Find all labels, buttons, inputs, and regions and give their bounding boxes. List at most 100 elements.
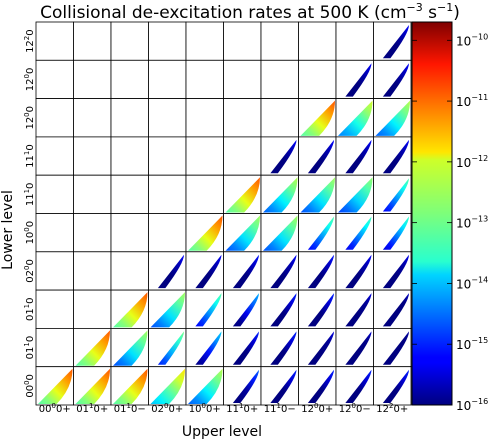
cell-6-5: [223, 136, 262, 176]
rate-region: [382, 25, 409, 59]
cell-0-1: [73, 366, 112, 406]
y-tick-label: 0110: [23, 336, 36, 360]
cell-2-7: [298, 289, 337, 329]
cell-2-9: [373, 289, 412, 329]
cell-2-8: [335, 289, 374, 329]
colorbar-tick: 10−15: [412, 336, 488, 352]
cell-5-5: [223, 174, 262, 214]
cell-4-3: [148, 213, 187, 253]
y-tick-label: 0200: [23, 259, 36, 283]
rate-region: [382, 63, 409, 97]
cell-4-9: [373, 213, 412, 253]
x-tick-label: 0000+: [39, 402, 71, 415]
rate-region: [307, 139, 334, 174]
cell-9-9: [373, 21, 412, 61]
chart-title: Collisional de-excitation rates at 500 K…: [40, 1, 460, 23]
y-tick-label: 1220: [23, 29, 36, 53]
cell-7-7: [298, 98, 337, 138]
cell-6-3: [148, 136, 187, 176]
rate-region: [300, 177, 335, 213]
rate-region: [195, 293, 222, 327]
rate-region: [307, 369, 334, 403]
cell-2-1: [73, 289, 112, 329]
colorbar-tick: 10−10: [412, 32, 488, 48]
rate-region: [345, 63, 372, 97]
cell-4-1: [73, 213, 112, 253]
cell-9-3: [148, 21, 187, 61]
rate-region: [345, 139, 372, 174]
cell-7-1: [73, 98, 112, 138]
cell-0-0: [35, 366, 74, 406]
cell-2-3: [148, 289, 187, 329]
rate-region: [307, 216, 334, 250]
y-tick-label: 0110: [23, 297, 36, 321]
cell-6-7: [298, 136, 337, 176]
colorbar-tick-label: 10−15: [456, 336, 488, 352]
rate-region: [300, 100, 335, 136]
rate-region: [157, 254, 184, 289]
rate-region: [270, 331, 297, 365]
y-tick-label: 1200: [23, 68, 36, 92]
colorbar-tick-label: 10−14: [456, 275, 488, 291]
rate-region: [157, 331, 184, 365]
rate-region: [338, 100, 373, 136]
rate-region: [195, 331, 222, 365]
cell-1-6: [260, 327, 299, 368]
colorbar-tick: 10−14: [412, 275, 488, 291]
cell-3-8: [335, 251, 374, 291]
y-tick-label: 1000: [23, 221, 36, 245]
rate-region: [382, 369, 409, 403]
colorbar-tick: 10−12: [412, 154, 488, 170]
cell-9-2: [110, 21, 149, 61]
rate-region: [338, 177, 373, 213]
rate-region: [232, 369, 259, 403]
rate-region: [307, 293, 334, 327]
cell-8-5: [223, 59, 262, 99]
cell-3-4: [185, 251, 224, 291]
x-tick-label: 1220+: [376, 402, 408, 415]
x-tick-label: 0110−: [114, 402, 146, 415]
cell-0-9: [373, 366, 412, 406]
cell-5-2: [110, 174, 149, 214]
colorbar-tick-label: 10−10: [456, 32, 488, 48]
cell-2-2: [110, 289, 149, 329]
x-tick-label: 1200+: [301, 402, 333, 415]
rate-region: [188, 215, 223, 251]
rate-region: [225, 215, 260, 251]
cell-8-4: [185, 59, 224, 99]
cell-5-4: [185, 174, 224, 214]
colorbar-tick: 10−16: [412, 397, 488, 413]
cell-3-0: [35, 251, 74, 291]
cell-1-8: [335, 327, 374, 368]
cell-2-6: [260, 289, 299, 329]
cell-3-3: [148, 251, 187, 291]
rate-region: [225, 177, 260, 213]
rate-region: [113, 292, 148, 328]
cell-5-9: [373, 174, 412, 214]
cell-7-0: [35, 98, 74, 138]
x-tick-label: 1110+: [226, 402, 258, 415]
cell-3-2: [110, 251, 149, 291]
rate-region: [382, 178, 409, 212]
cell-4-4: [185, 213, 224, 253]
cell-7-2: [110, 98, 149, 138]
rate-region: [375, 100, 410, 136]
rate-region: [188, 368, 223, 404]
colorbar-tick-label: 10−12: [456, 154, 488, 170]
rate-region: [195, 254, 222, 289]
cell-9-4: [185, 21, 224, 61]
rate-region: [307, 331, 334, 365]
cell-6-0: [35, 136, 74, 176]
cell-9-8: [335, 21, 374, 61]
y-tick-label: 1200: [23, 106, 36, 130]
cell-3-9: [373, 251, 412, 291]
rate-region: [345, 369, 372, 403]
cell-1-2: [110, 327, 149, 368]
cell-4-5: [223, 213, 262, 253]
x-tick-label: 1200−: [339, 402, 371, 415]
cell-0-5: [223, 366, 262, 406]
rate-region: [263, 177, 298, 213]
cell-2-5: [223, 289, 262, 329]
colorbar-tick: 10−13: [412, 215, 488, 231]
rate-region: [382, 139, 409, 174]
